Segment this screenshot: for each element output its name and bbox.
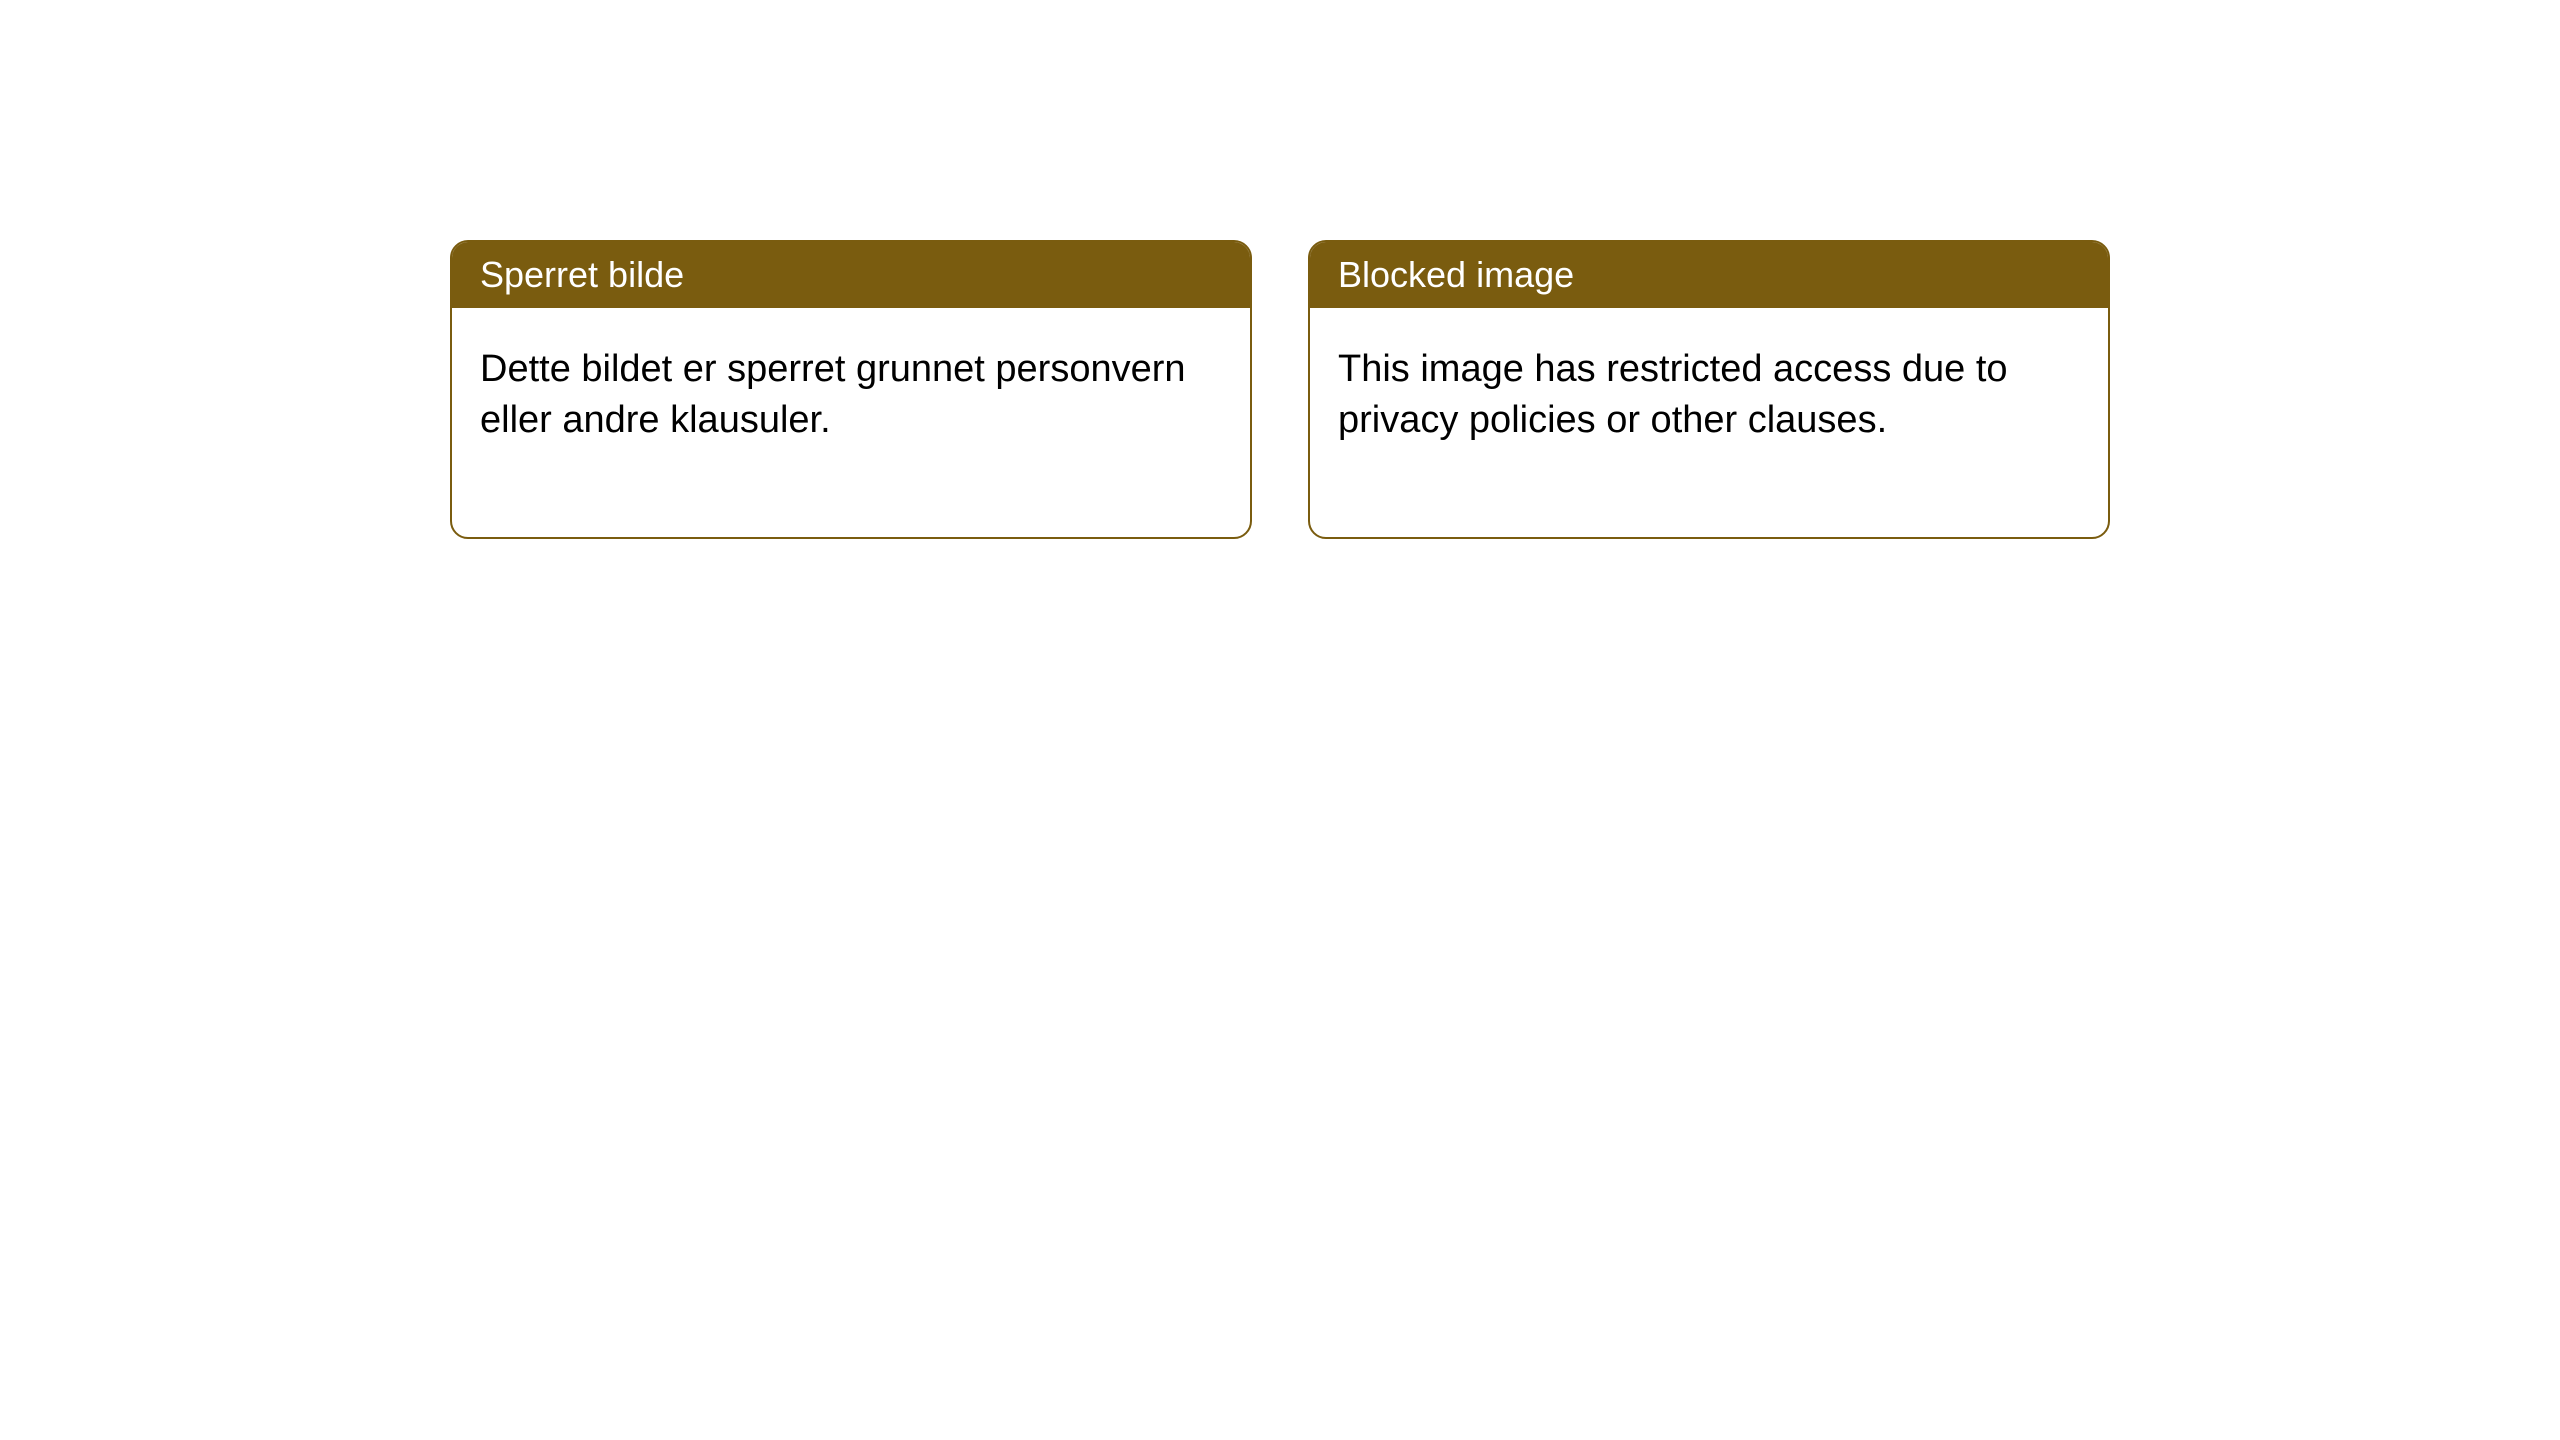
card-message-en: This image has restricted access due to … [1338, 348, 2008, 441]
card-body-no: Dette bildet er sperret grunnet personve… [452, 308, 1250, 537]
blocked-image-card-no: Sperret bilde Dette bildet er sperret gr… [450, 240, 1252, 539]
card-title-no: Sperret bilde [480, 254, 684, 295]
card-header-en: Blocked image [1310, 242, 2108, 308]
blocked-image-card-en: Blocked image This image has restricted … [1308, 240, 2110, 539]
card-body-en: This image has restricted access due to … [1310, 308, 2108, 537]
card-title-en: Blocked image [1338, 254, 1574, 295]
card-message-no: Dette bildet er sperret grunnet personve… [480, 348, 1186, 441]
cards-container: Sperret bilde Dette bildet er sperret gr… [450, 240, 2110, 539]
card-header-no: Sperret bilde [452, 242, 1250, 308]
